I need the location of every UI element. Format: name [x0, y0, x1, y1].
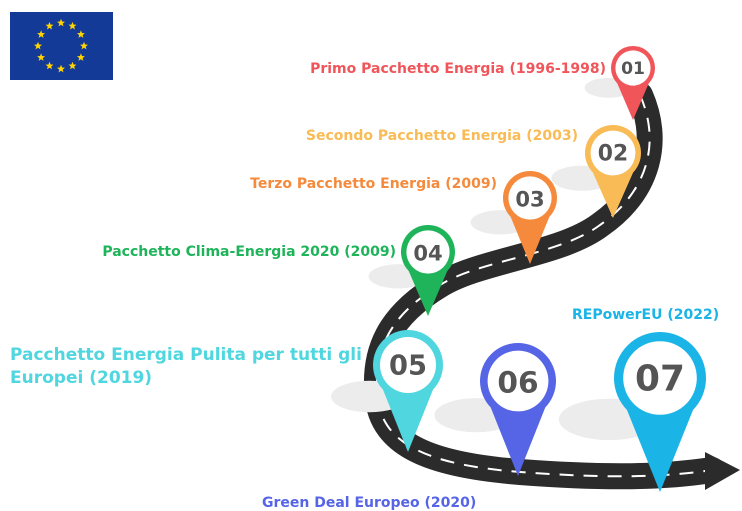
pin-number: 07	[635, 359, 685, 400]
road-arrow	[705, 452, 740, 490]
milestone-label: Terzo Pacchetto Energia (2009)	[250, 175, 497, 194]
pin-number: 05	[389, 351, 427, 382]
pin-number: 04	[413, 241, 442, 266]
pin-number: 03	[515, 187, 544, 212]
milestone-label: Pacchetto Clima-Energia 2020 (2009)	[102, 243, 396, 262]
milestone-label: REPowerEU (2022)	[572, 306, 719, 325]
milestone-label: Green Deal Europeo (2020)	[262, 494, 476, 511]
pin-number: 06	[497, 365, 538, 400]
milestone-label: Pacchetto Energia Pulita per tutti gli E…	[10, 344, 365, 390]
milestone-label: Primo Pacchetto Energia (1996-1998)	[310, 60, 606, 79]
pin-number: 01	[621, 59, 645, 79]
infographic: 01 02 03 04 05 06 07 Primo Pacchetto Energia (…	[0, 0, 742, 511]
pin-number: 02	[598, 142, 628, 167]
milestone-label: Secondo Pacchetto Energia (2003)	[306, 127, 578, 146]
